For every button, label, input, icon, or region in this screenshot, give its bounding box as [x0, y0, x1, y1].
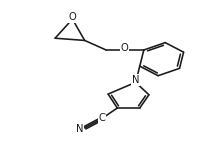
Text: O: O	[121, 43, 128, 53]
Text: N: N	[75, 124, 83, 134]
Text: C: C	[99, 113, 105, 123]
Text: N: N	[132, 75, 139, 85]
Text: O: O	[69, 12, 76, 22]
